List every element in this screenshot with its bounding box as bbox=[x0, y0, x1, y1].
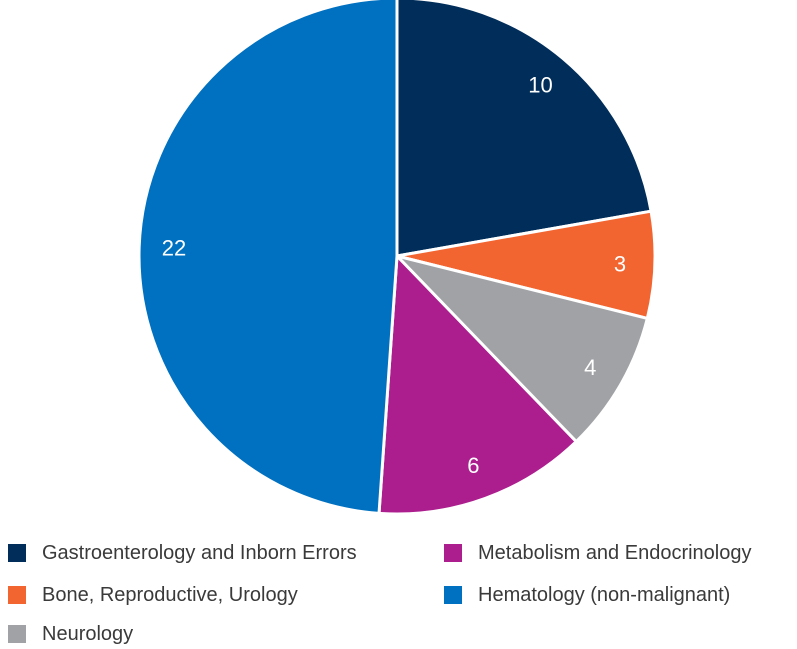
legend-swatch bbox=[8, 625, 26, 643]
legend-label: Neurology bbox=[42, 622, 134, 645]
legend-swatch bbox=[8, 586, 26, 604]
legend-swatch bbox=[8, 544, 26, 562]
legend-label: Gastroenterology and Inborn Errors bbox=[42, 541, 357, 564]
slice-value-label-4: 22 bbox=[162, 236, 186, 261]
legend-item-neurology: Neurology bbox=[8, 619, 133, 649]
legend-swatch bbox=[444, 586, 462, 604]
legend-item-metabolism-endocrinology: Metabolism and Endocrinology bbox=[444, 538, 752, 568]
pie-slice-1 bbox=[395, 209, 657, 320]
legend-swatch bbox=[444, 544, 462, 562]
legend-item-hematology: Hematology (non-malignant) bbox=[444, 580, 730, 610]
pie-slice-4 bbox=[137, 0, 399, 515]
pie-slice-2 bbox=[395, 254, 649, 444]
pie-slices bbox=[137, 0, 657, 516]
legend-label: Hematology (non-malignant) bbox=[478, 583, 731, 606]
pie-slice-3 bbox=[377, 254, 578, 516]
slice-value-label-2: 4 bbox=[584, 355, 596, 380]
pie-labels: 10 3 4 6 22 bbox=[162, 73, 626, 479]
slice-value-label-3: 6 bbox=[467, 453, 479, 478]
legend: Gastroenterology and Inborn Errors Bone,… bbox=[0, 530, 797, 647]
slice-value-label-0: 10 bbox=[528, 73, 552, 98]
pie-slice-0 bbox=[395, 0, 653, 258]
legend-label: Bone, Reproductive, Urology bbox=[42, 583, 298, 606]
legend-label: Metabolism and Endocrinology bbox=[478, 541, 752, 564]
legend-item-gastroenterology: Gastroenterology and Inborn Errors bbox=[8, 538, 357, 568]
legend-item-bone-reproductive-urology: Bone, Reproductive, Urology bbox=[8, 580, 298, 610]
pie-chart: 10 3 4 6 22 bbox=[137, 0, 657, 516]
slice-value-label-1: 3 bbox=[614, 251, 626, 276]
